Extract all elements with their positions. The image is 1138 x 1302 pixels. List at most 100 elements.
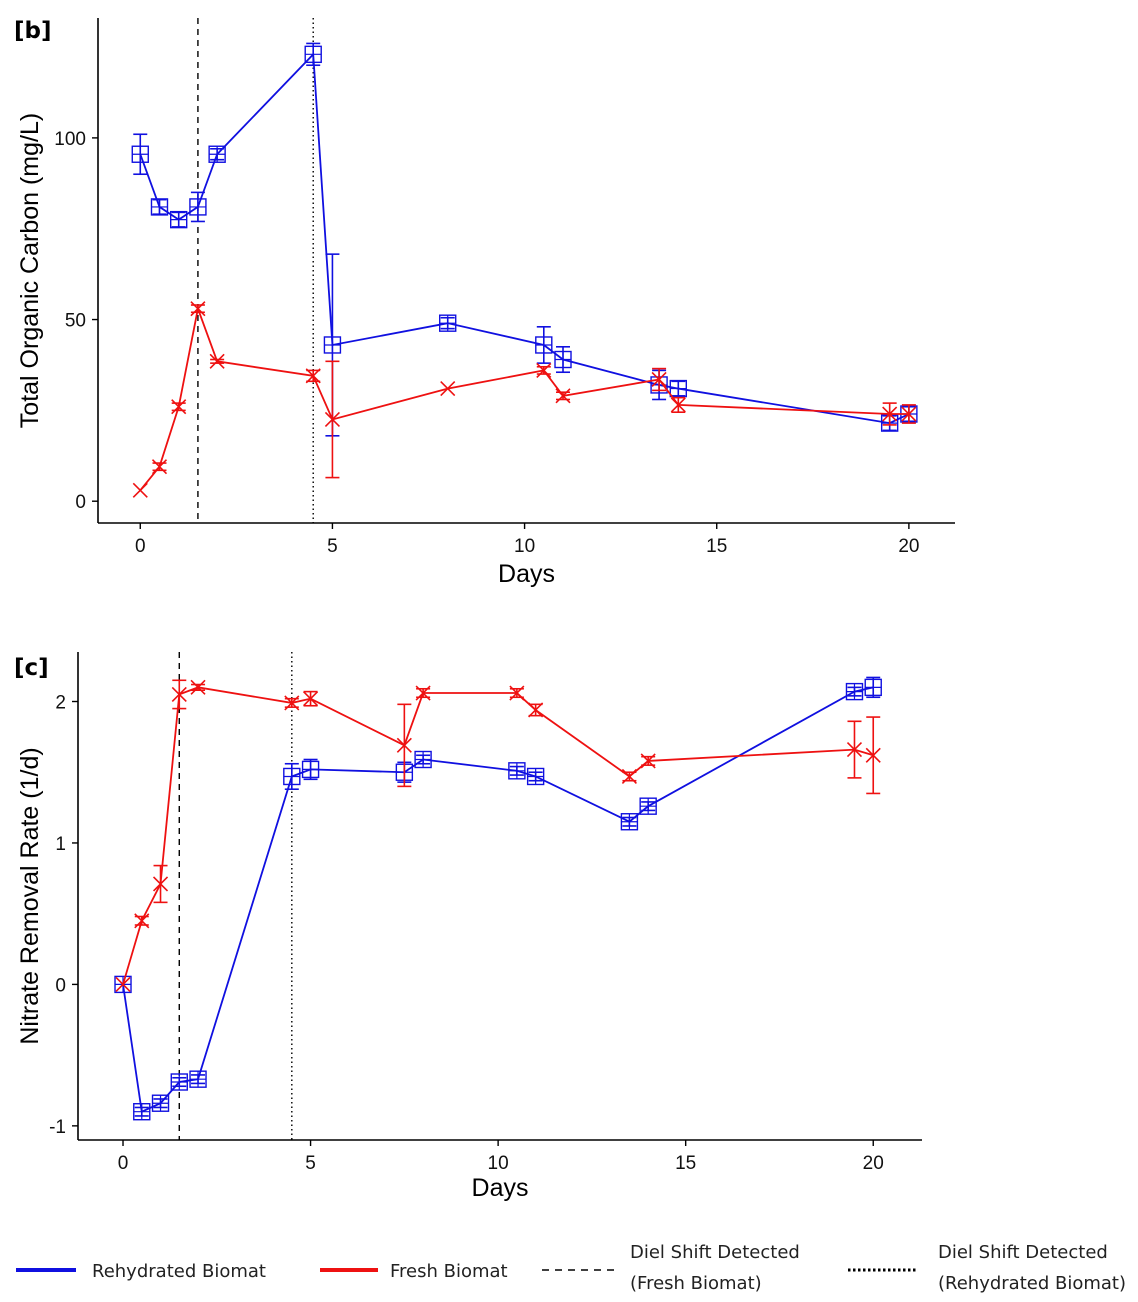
fresh-biomat-data-point	[901, 406, 917, 422]
rehydrated-biomat-data-point	[845, 682, 864, 701]
marker-x-b	[651, 371, 667, 388]
panel-label: [b]	[14, 18, 52, 44]
rehydrated-biomat-data-point	[150, 198, 169, 216]
fresh-biomat-data-point	[528, 702, 544, 718]
marker-x-b	[171, 399, 187, 415]
marker-x-b	[415, 685, 431, 701]
marker-x-b	[865, 747, 881, 763]
rehydrated-biomat-data-point	[620, 813, 639, 831]
rehydrated-biomat-data-point	[414, 750, 432, 769]
marker-x-b	[151, 459, 168, 475]
rehydrated-biomat-data-point	[508, 762, 526, 780]
marker-x-b	[152, 876, 169, 892]
fresh-biomat-data-point	[190, 301, 206, 317]
marker-x-b	[670, 397, 686, 413]
fresh-biomat-data-point	[115, 976, 131, 992]
fresh-biomat-data-point	[324, 411, 340, 428]
fresh-biomat-data-point	[190, 679, 206, 695]
marker-x-b	[440, 381, 456, 397]
marker-x-b	[284, 695, 300, 711]
fresh-biomat-data-point	[555, 388, 571, 404]
panel-label: [c]	[14, 655, 49, 681]
fresh-biomat-data-point	[303, 691, 319, 707]
legend-item: Fresh Biomat	[320, 1261, 508, 1282]
marker-x-b	[509, 685, 525, 701]
x-tick-label: 20	[863, 1153, 884, 1174]
y-axis-title: Total Organic Carbon (mg/L)	[16, 113, 44, 428]
fresh-biomat-data-point	[621, 768, 637, 785]
y-tick-label: 1	[55, 834, 66, 855]
marker-x-b	[209, 353, 225, 369]
rehydrated-biomat-data-point	[323, 336, 342, 354]
legend: Rehydrated Biomat Fresh Biomat Diel Shift …	[16, 1242, 1126, 1294]
fresh-biomat-data-point	[171, 686, 187, 703]
marker-x-b	[846, 742, 863, 758]
fresh-biomat-data-point	[440, 381, 456, 397]
legend-label-line1: Diel Shift Detected	[630, 1242, 800, 1263]
marker-x-b	[190, 679, 206, 695]
x-tick-label: 0	[135, 536, 146, 557]
rehydrated-biomat-data-point	[151, 1094, 170, 1112]
chart-panel-c: [c] 0 5 10 15 20 -1 0 1 2 Days Nitrate Removal Rate…	[14, 652, 922, 1202]
x-axis-title: Days	[472, 1174, 529, 1202]
marker-x-b	[536, 362, 552, 378]
rehydrated-biomat-data-point	[669, 379, 688, 398]
marker-x-b	[882, 406, 898, 422]
x-tick-label: 10	[514, 536, 535, 557]
rehydrated-biomat-data-point	[189, 1070, 207, 1088]
fresh-biomat-data-point	[209, 353, 225, 369]
rehydrated-biomat-data-point	[131, 145, 149, 163]
marker-x-b	[528, 702, 544, 718]
chart-panel-b: [b] 0 5 10 15 20 0 50 100 Days Total Organic Carbo…	[14, 18, 955, 588]
legend-label: Rehydrated Biomat	[92, 1261, 266, 1282]
y-tick-label: 0	[75, 492, 86, 513]
fresh-biomat-data-point	[171, 399, 187, 415]
x-tick-label: 15	[706, 536, 727, 557]
marker-x-b	[115, 976, 131, 992]
rehydrated-biomat-data-point	[170, 1073, 188, 1091]
fresh-biomat-series-line	[139, 305, 909, 491]
x-tick-label: 10	[488, 1153, 509, 1174]
legend-label: Fresh Biomat	[390, 1261, 508, 1282]
y-tick-label: -1	[49, 1117, 66, 1138]
legend-label-line2: (Rehydrated Biomat)	[938, 1273, 1126, 1294]
y-axis-title: Nitrate Removal Rate (1/d)	[16, 747, 44, 1044]
legend-label-line2: (Fresh Biomat)	[630, 1273, 762, 1294]
fresh-biomat-data-point	[670, 397, 686, 413]
legend-item: Diel Shift Detected (Rehydrated Biomat)	[848, 1242, 1126, 1294]
fresh-biomat-data-point	[536, 362, 552, 378]
rehydrated-biomat-data-point	[170, 210, 188, 229]
fresh-biomat-data-point	[651, 371, 667, 388]
fresh-biomat-data-point	[396, 737, 412, 753]
marker-x-b	[396, 737, 412, 753]
fresh-biomat-data-point	[415, 685, 431, 701]
marker-x-b	[305, 368, 321, 384]
marker-x-b	[132, 482, 148, 498]
marker-x-b	[303, 691, 319, 707]
x-tick-label: 0	[118, 1153, 129, 1174]
fresh-biomat-data-point	[640, 753, 656, 769]
fresh-biomat-data-point	[865, 747, 881, 763]
legend-item: Rehydrated Biomat	[16, 1261, 266, 1282]
rehydrated-biomat-series-line	[139, 52, 910, 425]
fresh-biomat-data-point	[305, 368, 321, 384]
fresh-biomat-data-point	[882, 406, 898, 422]
rehydrated-biomat-data-point	[189, 198, 207, 216]
x-tick-label: 5	[305, 1153, 316, 1174]
fresh-biomat-data-point	[151, 459, 168, 475]
fresh-biomat-data-point	[134, 913, 150, 929]
rehydrated-biomat-data-point	[133, 1103, 151, 1121]
fresh-biomat-data-point	[152, 876, 169, 892]
fresh-biomat-data-point	[846, 742, 863, 758]
rehydrated-biomat-data-point	[439, 314, 457, 332]
legend-item: Diel Shift Detected (Fresh Biomat)	[542, 1242, 800, 1294]
y-tick-label: 0	[55, 975, 66, 996]
rehydrated-biomat-data-point	[554, 350, 572, 369]
marker-x-b	[171, 686, 187, 703]
marker-x-b	[901, 406, 917, 422]
y-tick-label: 50	[65, 311, 86, 332]
marker-x-b	[324, 411, 340, 428]
x-axis-title: Days	[498, 560, 555, 588]
rehydrated-biomat-data-point	[535, 336, 553, 354]
y-tick-label: 100	[54, 129, 86, 150]
